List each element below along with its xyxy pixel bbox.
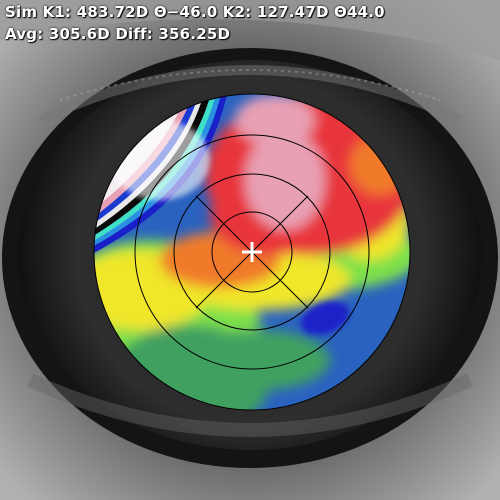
center-crosshair (242, 242, 262, 262)
ring-grid (93, 93, 411, 411)
keratometry-readout-k1-k2: Sim K1: 483.72D Θ−46.0 K2: 127.47D Θ44.0 (5, 3, 385, 21)
keratometry-readout-avg-diff: Avg: 305.6D Diff: 356.25D (5, 25, 231, 43)
